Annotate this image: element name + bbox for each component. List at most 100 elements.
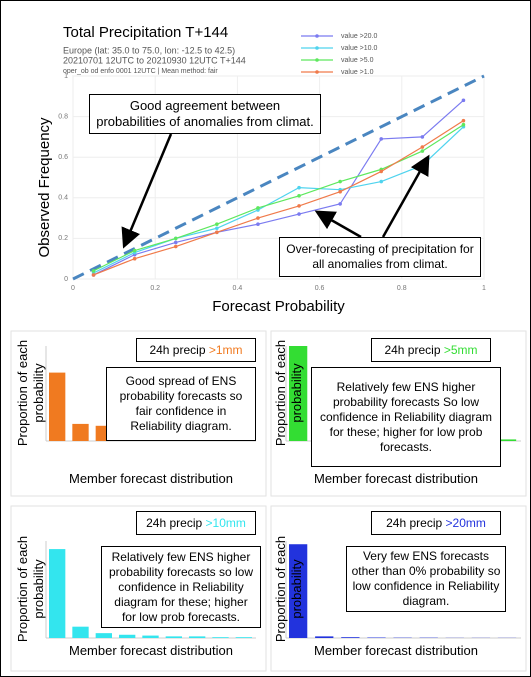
annotation: Very few ENS forecasts other than 0% pro… [346,546,506,612]
threshold: >20mm [445,515,486,530]
point [461,122,466,127]
legend-label: value >10.0 [341,45,377,52]
point [132,248,137,253]
bar [72,423,89,441]
bar [72,626,89,638]
bar [142,635,159,638]
y-tick-label: 0.2 [58,235,68,242]
bar [165,636,182,638]
y-axis-label: Observed Frequency [36,117,53,258]
title-box: 24h precip >1mm [136,338,256,362]
panel-frame [10,505,267,672]
point [256,216,260,220]
point [379,179,384,184]
x-tick-label: 0.4 [233,285,243,292]
title: 24h precip [149,342,206,357]
y-axis-label: Proportion of each probability [15,535,46,643]
threshold: >1mm [208,342,243,357]
bar [49,549,66,638]
point [297,212,301,216]
y-axis-label: Proportion of each probability [15,339,46,447]
point [297,185,301,190]
x-tick-label: 1 [482,285,486,292]
y-axis-label: Proportion of each probability [273,535,304,643]
point [461,118,466,123]
title-box: 24h precip >5mm [371,338,491,362]
y-axis-label: Proportion of each probability [273,339,304,447]
y-tick-label: 0.6 [58,154,68,161]
series-line [93,126,464,274]
x-axis-label: Member forecast distribution [68,471,233,486]
arrow [381,154,430,238]
bar [95,633,112,638]
point [338,179,342,184]
point [379,137,384,141]
series-line [93,124,464,272]
annotation: Relatively few ENS higher probability fo… [311,367,501,467]
y-tick-label: 1 [64,73,68,80]
point [338,189,342,194]
subtitle: 20210701 12UTC to 20210930 12UTC T+144 [63,55,246,65]
annotation: Good spread of ENS probability forecasts… [106,367,256,441]
point [215,222,219,226]
point [297,204,301,208]
series-line [93,99,464,276]
point [173,244,178,249]
point [420,145,425,149]
y-tick-label: 0.4 [58,195,68,202]
y-tick-label: 0 [64,276,68,283]
legend-marker [315,70,319,74]
legend-label: value >20.0 [341,33,377,40]
bar [341,637,360,638]
title: 24h precip [146,515,203,530]
bar [497,439,517,441]
legend-label: value >1.0 [341,69,374,76]
x-tick-label: 0.6 [315,285,325,292]
threshold: >10mm [205,515,246,530]
point [297,193,301,198]
title: 24h precip [386,515,443,530]
point [379,169,384,174]
bar [315,636,334,638]
bar [49,372,66,441]
x-tick-label: 0 [71,285,75,292]
point [215,230,219,235]
point [215,226,219,231]
bar [212,637,229,638]
bar [289,346,308,441]
bar [119,634,136,638]
bar [289,544,308,638]
point [91,269,96,273]
x-axis-label: Member forecast distribution [313,471,478,486]
annotation: Over-forecasting of precipitation for al… [279,237,481,277]
series-line [93,120,464,276]
point [338,202,342,206]
title-box: 24h precip >10mm [136,511,256,535]
diagonal [72,74,485,281]
subtitle: oper_ob od enfo 0001 12UTC | Mean method… [63,68,218,75]
legend-marker [315,58,319,62]
x-tick-label: 0.2 [150,285,160,292]
panel-frame [10,330,267,497]
panel-frame [270,330,527,497]
subtitle: Europe (lat: 35.0 to 75.0, lon: -12.5 to… [63,45,235,55]
point [420,135,425,139]
point [256,206,260,210]
bar [189,636,206,638]
arrow [314,210,362,239]
threshold: >5mm [443,342,478,357]
chart-title: Total Precipitation T+144 [63,24,228,41]
bar [235,637,252,638]
x-axis-label: Member forecast distribution [313,643,478,658]
legend-marker [315,46,319,50]
x-tick-label: 0.8 [397,285,407,292]
y-tick-label: 0.8 [58,113,68,120]
legend-marker [315,34,319,38]
annotation: Relatively few ENS higher probability fo… [101,546,261,628]
x-axis-label: Forecast Probability [212,298,345,315]
point [132,256,137,261]
point [256,222,260,226]
panel-frame [270,505,527,672]
x-axis-label: Member forecast distribution [68,643,233,658]
annotation: Good agreement between probabilities of … [89,94,321,134]
